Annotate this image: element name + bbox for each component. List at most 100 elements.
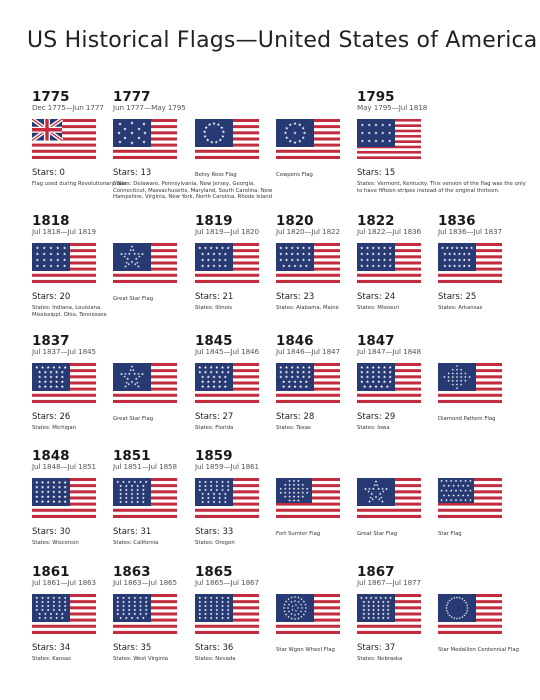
stars-label: Stars: <box>195 292 220 302</box>
flag-year: 1795 <box>357 89 395 105</box>
stars-value: 23 <box>303 292 315 302</box>
star-icon <box>223 375 227 379</box>
star-icon <box>142 122 146 126</box>
star-icon <box>300 606 304 609</box>
star-icon <box>367 616 371 620</box>
star-icon <box>212 121 216 125</box>
star-icon <box>388 380 392 384</box>
star-icon <box>209 608 213 612</box>
star-icon <box>206 264 210 268</box>
star-icon <box>449 498 453 502</box>
star-icon <box>139 480 142 484</box>
star-icon <box>63 604 67 608</box>
stars-value: 24 <box>384 292 396 302</box>
star-icon <box>305 491 309 494</box>
star-icon <box>141 252 144 256</box>
star-icon <box>62 252 67 256</box>
star-icon <box>198 616 202 620</box>
star-icon <box>455 617 459 620</box>
star-icon <box>127 608 131 612</box>
flag-stars-count: Stars: 34 <box>32 643 70 653</box>
star-icon <box>141 500 145 504</box>
star-icon <box>382 380 387 384</box>
star-icon <box>141 492 145 496</box>
star-icon <box>223 500 227 504</box>
star-icon <box>287 264 291 268</box>
star-icon <box>301 487 305 490</box>
star-icon <box>209 600 213 604</box>
star-icon <box>377 264 381 268</box>
star-icon <box>455 383 459 386</box>
star-icon <box>46 490 50 494</box>
star-icon <box>382 365 387 369</box>
flag-stars-count: Stars: 35 <box>113 643 151 653</box>
star-icon <box>465 246 469 250</box>
star-icon <box>305 487 309 490</box>
flag-stars-count: Stars: 20 <box>32 292 70 302</box>
star-icon <box>451 379 455 382</box>
flag-date-range: Jul 1845—Jul 1846 <box>195 347 259 356</box>
star-icon <box>457 494 460 497</box>
flag-image <box>438 478 502 518</box>
star-icon <box>302 613 306 616</box>
star-icon <box>55 375 59 379</box>
flag-image <box>195 478 259 518</box>
star-icon <box>374 495 378 499</box>
star-icon <box>116 480 120 484</box>
star-icon <box>374 384 378 388</box>
stars-value: 30 <box>59 527 71 537</box>
star-icon <box>209 370 213 374</box>
flag-caption: Cowpens Flag <box>276 172 313 178</box>
star-icon <box>133 600 137 604</box>
star-icon <box>118 122 122 126</box>
star-icon <box>130 245 134 248</box>
star-icon <box>304 603 307 606</box>
flag-stars-count: Stars: 24 <box>357 292 395 302</box>
star-icon <box>201 496 205 500</box>
star-icon <box>296 370 300 374</box>
star-icon <box>210 140 214 144</box>
star-icon <box>455 375 459 379</box>
star-icon <box>204 604 207 608</box>
flag-year: 1859 <box>195 448 233 464</box>
star-icon <box>221 488 224 492</box>
star-icon <box>215 596 219 600</box>
star-icon <box>226 612 230 616</box>
star-icon <box>279 252 283 256</box>
star-icon <box>458 596 461 599</box>
star-icon <box>226 616 230 620</box>
star-icon <box>132 248 135 252</box>
star-icon <box>299 380 303 384</box>
star-icon <box>221 484 224 488</box>
star-icon <box>448 252 452 256</box>
star-icon <box>144 608 148 612</box>
star-icon <box>46 608 50 612</box>
star-icon <box>365 375 370 379</box>
star-icon <box>301 370 306 374</box>
star-icon <box>137 372 140 376</box>
star-icon <box>49 380 53 384</box>
star-icon <box>226 370 230 374</box>
flag-states-note: States: Nebraska <box>357 656 403 662</box>
flag-image <box>357 119 421 159</box>
star-icon <box>139 596 142 600</box>
star-icon <box>389 596 392 600</box>
star-icon <box>57 495 62 499</box>
star-icon <box>214 140 218 144</box>
star-icon <box>60 370 64 374</box>
star-icon <box>62 246 67 250</box>
star-icon <box>198 370 202 374</box>
star-icon <box>215 612 219 616</box>
star-icon <box>381 608 385 612</box>
flag-image <box>276 594 340 634</box>
star-icon <box>206 138 210 142</box>
star-icon <box>379 596 383 600</box>
star-icon <box>447 372 450 375</box>
star-icon <box>372 612 375 616</box>
stars-label: Stars: <box>113 527 138 537</box>
star-icon <box>116 612 120 616</box>
star-icon <box>464 601 468 604</box>
star-icon <box>458 616 461 620</box>
star-icon <box>377 604 380 608</box>
star-icon <box>382 490 385 493</box>
